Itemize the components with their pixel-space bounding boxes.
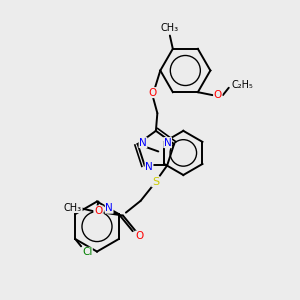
Text: N: N — [105, 203, 113, 213]
Text: N: N — [164, 138, 172, 148]
Text: C₂H₅: C₂H₅ — [231, 80, 253, 90]
Text: O: O — [149, 88, 157, 98]
Text: CH₃: CH₃ — [64, 202, 82, 213]
Text: N: N — [139, 138, 147, 148]
Text: CH₃: CH₃ — [161, 23, 179, 33]
Text: O: O — [135, 231, 143, 241]
Text: H: H — [96, 206, 103, 216]
Text: O: O — [94, 206, 102, 216]
Text: S: S — [152, 177, 159, 187]
Text: O: O — [214, 90, 222, 100]
Text: Cl: Cl — [82, 247, 92, 257]
Text: N: N — [145, 162, 153, 172]
